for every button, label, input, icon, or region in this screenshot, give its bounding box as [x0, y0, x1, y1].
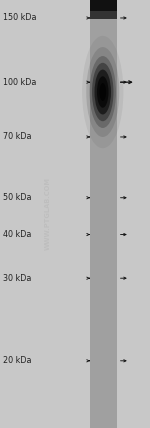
- Bar: [90, 11, 117, 19]
- Ellipse shape: [99, 83, 106, 101]
- Ellipse shape: [94, 69, 111, 115]
- Text: 100 kDa: 100 kDa: [3, 77, 36, 87]
- Text: 70 kDa: 70 kDa: [3, 132, 32, 142]
- Ellipse shape: [86, 47, 119, 137]
- Bar: [90, 0, 117, 11]
- Ellipse shape: [90, 56, 116, 128]
- Text: 20 kDa: 20 kDa: [3, 356, 32, 366]
- Bar: [90, 0, 117, 428]
- Text: 30 kDa: 30 kDa: [3, 273, 31, 283]
- Text: WWW.PTGLAB.COM: WWW.PTGLAB.COM: [45, 178, 51, 250]
- Text: 150 kDa: 150 kDa: [3, 13, 36, 23]
- Text: 40 kDa: 40 kDa: [3, 230, 31, 239]
- Ellipse shape: [97, 76, 109, 108]
- Ellipse shape: [82, 36, 123, 148]
- Text: 50 kDa: 50 kDa: [3, 193, 32, 202]
- Ellipse shape: [92, 63, 114, 121]
